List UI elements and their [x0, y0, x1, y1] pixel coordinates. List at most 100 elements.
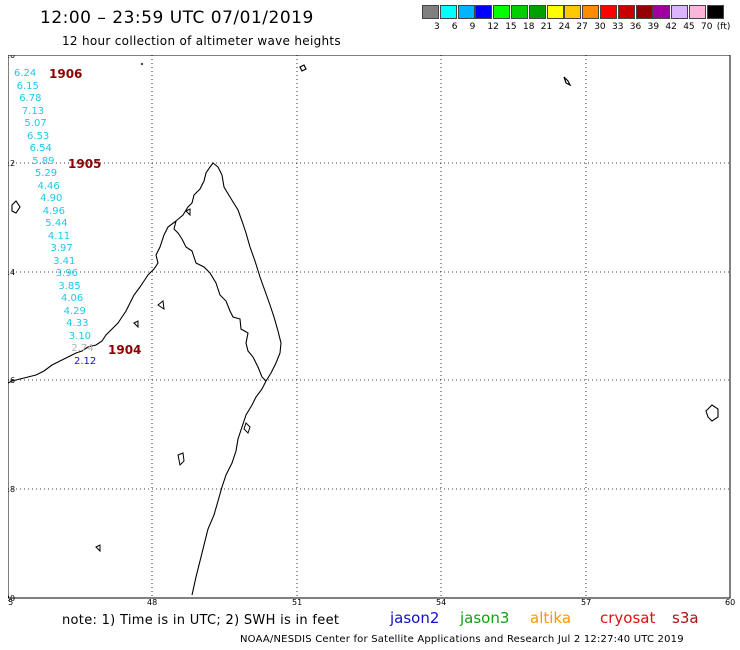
- longitude-tick-label: 60: [725, 598, 735, 605]
- longitude-tick-label: 48: [147, 598, 157, 605]
- wave-height-value: 6.78: [19, 93, 42, 105]
- legend-level-label: 12: [487, 22, 499, 32]
- wave-height-value: 6.24: [14, 68, 37, 79]
- latitude-tick-label: -16: [8, 376, 15, 385]
- legend-level-label: 27: [576, 22, 588, 32]
- latitude-tick-label: -10: [8, 55, 15, 60]
- island-south-1: [177, 452, 185, 467]
- wave-height-value: 6.15: [16, 80, 39, 92]
- map-frame: [8, 55, 731, 599]
- legend-swatch: [457, 5, 475, 19]
- lat-lon-grid: [8, 55, 730, 598]
- wave-height-value: 5.07: [24, 118, 47, 130]
- wave-height-value: 4.96: [42, 205, 65, 217]
- island-south-2: [243, 422, 251, 434]
- satellite-s3a: s3a: [672, 609, 699, 627]
- satellite-jason3: jason3: [460, 609, 510, 627]
- legend-level-label: 3: [434, 22, 440, 32]
- latitude-tick-label: -18: [8, 485, 15, 494]
- legend-level-label: 15: [505, 22, 517, 32]
- pass-label-1905: 1905: [68, 157, 102, 171]
- latitude-tick-label: -14: [8, 268, 15, 277]
- island-dot: [141, 63, 143, 65]
- legend-swatch: [635, 5, 653, 19]
- legend-swatch: [422, 5, 439, 19]
- wave-height-value: 4.06: [60, 293, 84, 305]
- longitude-tick-label: 45: [8, 598, 13, 605]
- legend-swatch: [564, 5, 582, 19]
- legend-swatch: [475, 5, 493, 19]
- madagascar-southeast-coast: [191, 380, 267, 596]
- island-west-cluster: [11, 200, 21, 214]
- wave-height-value: 3.85: [58, 280, 81, 292]
- satellite-cryosat: cryosat: [600, 609, 656, 627]
- wave-height-value: 4.46: [37, 180, 60, 192]
- legend-level-label: 36: [629, 22, 642, 32]
- island-east-reunion: [705, 404, 719, 422]
- latitude-labels: -10 -12 -14 -16 -18 -20: [8, 55, 15, 603]
- legend-level-label: 33: [612, 22, 624, 32]
- legend-level-label: 21: [540, 22, 553, 32]
- wave-height-value: 2.74: [71, 343, 94, 355]
- wave-height-value: 7.13: [21, 105, 45, 117]
- wave-height-value: 5.29: [34, 168, 58, 180]
- legend-level-label: 30: [594, 22, 606, 32]
- legend-swatch: [439, 5, 457, 19]
- legend-swatch: [582, 5, 600, 19]
- legend-level-label: 45: [683, 22, 695, 32]
- madagascar-west-coast: [8, 220, 177, 384]
- wave-height-value: 6.54: [29, 143, 52, 155]
- legend-level-label: 70: [701, 22, 713, 32]
- legend-level-label: 39: [647, 22, 660, 32]
- wave-height-value: 3.41: [53, 255, 76, 267]
- latitude-tick-label: -12: [8, 159, 15, 168]
- island-north: [299, 64, 307, 72]
- legend-level-label: 42: [665, 22, 677, 32]
- wave-height-value: 4.90: [40, 193, 63, 205]
- legend-swatch: [689, 5, 706, 19]
- wave-height-value: 6.53: [27, 130, 50, 142]
- satellite-altika: altika: [530, 609, 572, 627]
- legend-level-label: 24: [558, 22, 571, 32]
- wave-height-value: 3.10: [68, 330, 92, 342]
- island-northeast: [563, 76, 572, 87]
- wave-height-map: -10 -12 -14 -16 -18 -20 45 48 51 54 57 60: [8, 55, 735, 605]
- credits-footer: NOAA/NESDIS Center for Satellite Applica…: [240, 634, 684, 645]
- longitude-tick-label: 57: [581, 598, 591, 605]
- wave-height-value: 5.44: [45, 218, 68, 230]
- map-title: 12:00 – 23:59 UTC 07/01/2019: [40, 8, 314, 28]
- legend-swatch: [493, 5, 511, 19]
- legend-level-label: 6: [451, 22, 458, 32]
- legend-level-label: 9: [469, 22, 476, 32]
- pass-label-1904: 1904: [108, 343, 142, 357]
- island-small-west: [95, 544, 101, 553]
- longitude-tick-label: 54: [436, 598, 446, 605]
- wave-height-value: 4.11: [47, 230, 71, 242]
- legend-swatch: [706, 5, 724, 19]
- longitude-tick-label: 51: [292, 598, 302, 605]
- wave-height-value: 4.33: [66, 318, 89, 330]
- island-offshore-3: [133, 320, 139, 329]
- wave-height-value: 4.29: [63, 305, 86, 317]
- legend-unit: (ft): [716, 22, 731, 32]
- map-subtitle: 12 hour collection of altimeter wave hei…: [62, 34, 341, 48]
- legend-swatch: [546, 5, 564, 19]
- pass-label-1906: 1906: [49, 67, 83, 81]
- legend-swatch: [653, 5, 671, 19]
- latitude-tick-label: -20: [8, 594, 15, 603]
- longitude-labels: 45 48 51 54 57 60: [8, 598, 735, 605]
- satellite-jason2: jason2: [390, 609, 440, 627]
- wave-height-value: 3.96: [55, 268, 78, 280]
- wave-height-value: 5.89: [32, 155, 55, 167]
- madagascar-coastline: [173, 162, 282, 382]
- legend-swatch: [600, 5, 617, 19]
- legend-swatch: [511, 5, 528, 19]
- island-offshore-1: [185, 208, 191, 217]
- legend-swatch: [671, 5, 689, 19]
- footnote: note: 1) Time is in UTC; 2) SWH is in fe…: [62, 613, 340, 628]
- legend-level-label: 18: [523, 22, 535, 32]
- legend-swatch: [617, 5, 635, 19]
- island-offshore-2: [157, 300, 165, 311]
- wave-height-value: 2.12: [74, 356, 97, 367]
- legend-swatch: [528, 5, 546, 19]
